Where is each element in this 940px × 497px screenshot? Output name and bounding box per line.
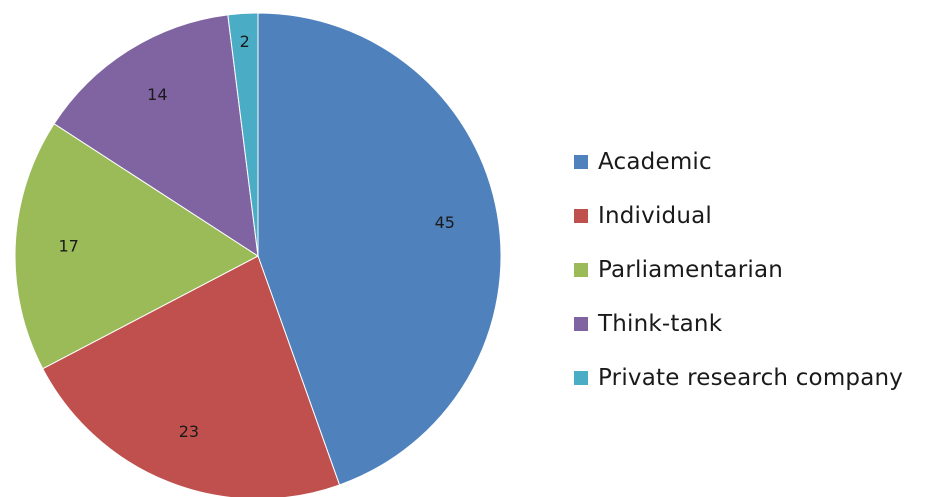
legend-label-parliamentarian: Parliamentarian [598, 257, 784, 283]
legend-item-parliamentarian: Parliamentarian [574, 243, 903, 297]
pie-slice-parliamentarian [14, 123, 259, 370]
legend-label-academic: Academic [598, 149, 712, 175]
data-label-individual: 23 [179, 422, 199, 441]
data-label-academic: 45 [435, 213, 455, 232]
legend-item-individual: Individual [574, 189, 903, 243]
pie-slice-think-tank [53, 14, 259, 258]
pie-slice-private-research-company [227, 12, 259, 257]
legend-item-think-tank: Think-tank [574, 297, 903, 351]
legend-label-private-research-company: Private research company [598, 365, 904, 391]
legend-swatch-parliamentarian [574, 263, 588, 277]
legend-swatch-think-tank [574, 317, 588, 331]
legend-label-think-tank: Think-tank [598, 311, 723, 337]
legend-item-academic: Academic [574, 135, 903, 189]
data-label-private-research-company: 2 [240, 32, 250, 51]
legend-swatch-private-research-company [574, 371, 588, 385]
data-label-parliamentarian: 17 [58, 237, 78, 256]
legend-item-private-research-company: Private research company [574, 351, 903, 405]
legend: Academic Individual Parliamentarian Thin… [574, 135, 903, 405]
pie-slice-academic [257, 12, 502, 486]
legend-swatch-academic [574, 155, 588, 169]
legend-label-individual: Individual [598, 203, 713, 229]
pie-slice-individual [42, 255, 341, 497]
data-label-think-tank: 14 [147, 85, 167, 104]
legend-swatch-individual [574, 209, 588, 223]
